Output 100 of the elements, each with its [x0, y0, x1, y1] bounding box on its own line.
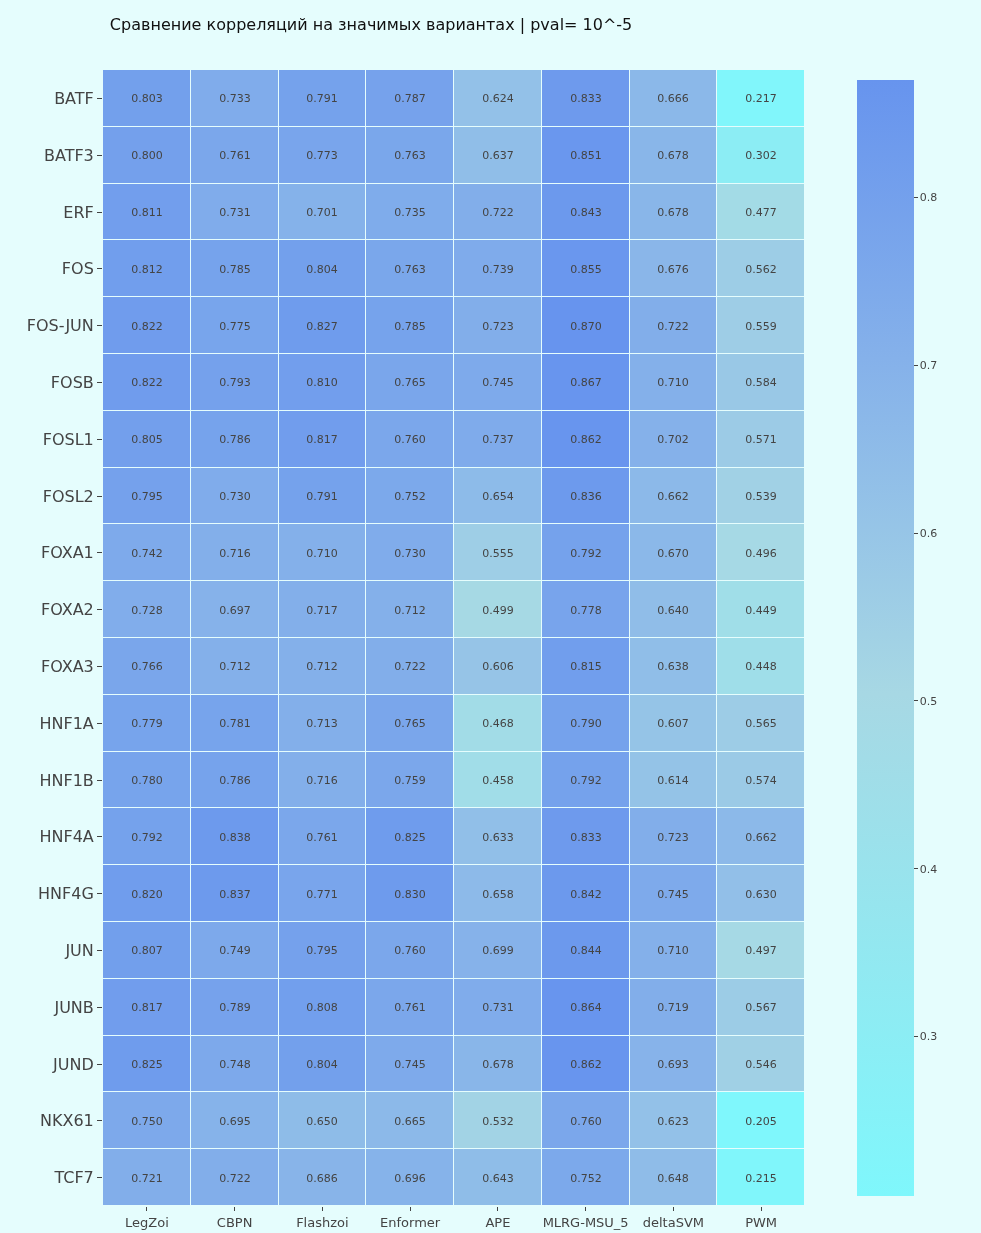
data-label: 0.837 [219, 887, 251, 901]
data-label: 0.716 [306, 773, 338, 787]
data-label: 0.665 [394, 1114, 426, 1128]
data-label: 0.722 [657, 319, 689, 333]
data-label: 0.666 [657, 91, 689, 105]
data-label: 0.565 [745, 716, 777, 730]
data-label: 0.712 [394, 603, 426, 617]
data-label: 0.643 [482, 1171, 514, 1185]
y-tick-label: ERF [63, 202, 94, 222]
y-tick-label: HNF1A [39, 713, 94, 733]
data-label: 0.730 [394, 546, 426, 560]
data-label: 0.830 [394, 887, 426, 901]
data-label: 0.815 [570, 659, 602, 673]
data-label: 0.546 [745, 1057, 777, 1071]
data-label: 0.822 [131, 375, 163, 389]
data-label: 0.785 [219, 262, 251, 276]
data-label: 0.862 [570, 432, 602, 446]
y-tick-label: FOS [61, 259, 94, 279]
data-label: 0.771 [306, 887, 338, 901]
data-label: 0.607 [657, 716, 689, 730]
data-label: 0.785 [394, 319, 426, 333]
y-tick-label: JUN [64, 941, 94, 960]
data-label: 0.838 [219, 830, 251, 844]
data-label: 0.745 [657, 887, 689, 901]
data-label: 0.670 [657, 546, 689, 560]
data-label: 0.811 [131, 205, 163, 219]
x-tick-label: MLRG-MSU_5 [542, 1214, 629, 1230]
data-label: 0.810 [306, 375, 338, 389]
data-label: 0.781 [219, 716, 251, 730]
data-label: 0.205 [745, 1114, 777, 1128]
data-label: 0.215 [745, 1171, 777, 1185]
color-bar-label: 0.3 [919, 1030, 938, 1044]
data-label: 0.728 [131, 603, 163, 617]
data-label: 0.843 [570, 205, 602, 219]
data-label: 0.686 [306, 1171, 338, 1185]
data-label: 0.790 [570, 716, 602, 730]
data-label: 0.792 [131, 830, 163, 844]
data-label: 0.737 [482, 432, 514, 446]
y-tick-label: HNF1B [39, 770, 94, 790]
data-label: 0.567 [745, 1000, 777, 1014]
data-label: 0.699 [482, 943, 514, 957]
x-tick-label: CBPN [216, 1214, 253, 1230]
data-label: 0.697 [219, 603, 251, 617]
data-label: 0.827 [306, 319, 338, 333]
x-tick-label: Enformer [380, 1214, 441, 1230]
data-label: 0.712 [219, 659, 251, 673]
data-label: 0.723 [657, 830, 689, 844]
color-bar-label: 0.6 [919, 526, 938, 540]
data-label: 0.623 [657, 1114, 689, 1128]
data-label: 0.805 [131, 432, 163, 446]
data-label: 0.792 [570, 546, 602, 560]
data-label: 0.745 [482, 375, 514, 389]
data-label: 0.812 [131, 262, 163, 276]
data-label: 0.693 [657, 1057, 689, 1071]
data-label: 0.825 [394, 830, 426, 844]
y-tick-label: JUND [52, 1054, 94, 1074]
data-label: 0.562 [745, 262, 777, 276]
data-label: 0.792 [570, 773, 602, 787]
data-label: 0.825 [131, 1057, 163, 1071]
data-label: 0.775 [219, 319, 251, 333]
data-label: 0.766 [131, 659, 163, 673]
data-label: 0.449 [745, 603, 777, 617]
data-label: 0.614 [657, 773, 689, 787]
data-label: 0.696 [394, 1171, 426, 1185]
data-label: 0.778 [570, 603, 602, 617]
data-label: 0.717 [306, 603, 338, 617]
data-label: 0.765 [394, 716, 426, 730]
data-label: 0.630 [745, 887, 777, 901]
x-tick-label: APE [485, 1214, 511, 1230]
data-label: 0.733 [219, 91, 251, 105]
data-label: 0.749 [219, 943, 251, 957]
data-label: 0.761 [306, 830, 338, 844]
data-label: 0.807 [131, 943, 163, 957]
data-label: 0.780 [131, 773, 163, 787]
data-label: 0.760 [394, 432, 426, 446]
data-label: 0.648 [657, 1171, 689, 1185]
data-label: 0.713 [306, 716, 338, 730]
color-bar-label: 0.7 [919, 359, 938, 373]
data-label: 0.761 [394, 1000, 426, 1014]
y-tick-label: BATF3 [43, 145, 94, 165]
data-label: 0.637 [482, 148, 514, 162]
data-label: 0.719 [657, 1000, 689, 1014]
color-bar-label: 0.4 [919, 862, 938, 876]
data-label: 0.779 [131, 716, 163, 730]
data-label: 0.765 [394, 375, 426, 389]
data-label: 0.702 [657, 432, 689, 446]
data-label: 0.750 [131, 1114, 163, 1128]
data-label: 0.851 [570, 148, 602, 162]
data-label: 0.760 [394, 943, 426, 957]
data-label: 0.763 [394, 148, 426, 162]
data-label: 0.791 [306, 91, 338, 105]
x-tick-label: LegZoi [125, 1214, 169, 1230]
data-label: 0.712 [306, 659, 338, 673]
data-label: 0.867 [570, 375, 602, 389]
y-tick-label: FOSL1 [42, 429, 94, 449]
data-label: 0.759 [394, 773, 426, 787]
data-label: 0.817 [131, 1000, 163, 1014]
x-tick-label: PWM [745, 1214, 778, 1230]
data-label: 0.786 [219, 432, 251, 446]
y-tick-label: FOSL2 [42, 486, 94, 506]
